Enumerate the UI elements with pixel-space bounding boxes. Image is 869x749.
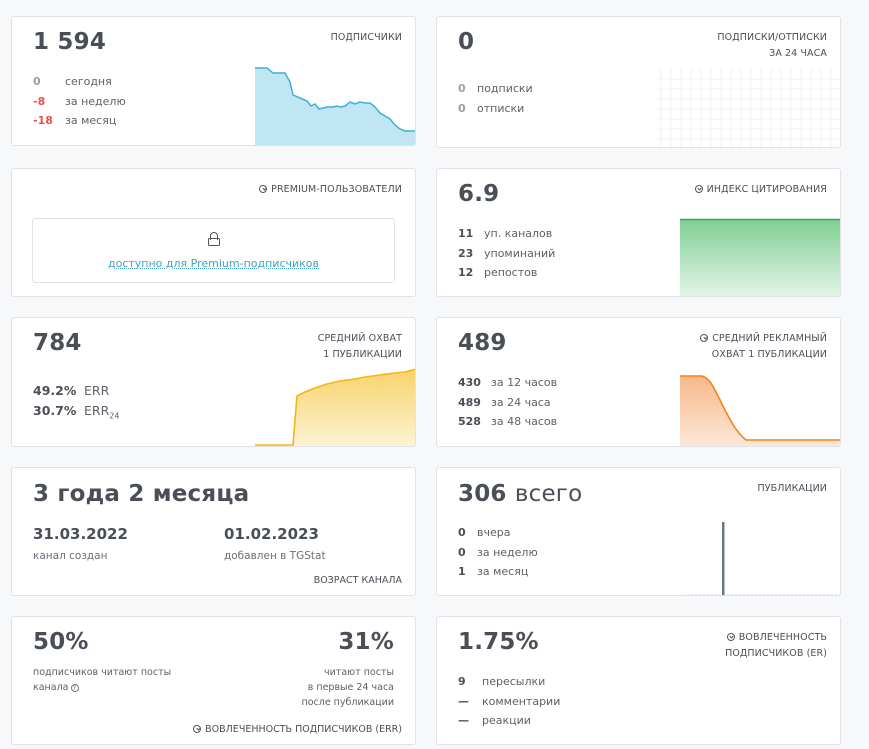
posts-card[interactable]: 306 всего ПУБЛИКАЦИИ 0 вчера 0 за неделю 1…	[436, 467, 841, 596]
stat-row-mentions: 23 упоминаний	[458, 246, 556, 260]
subs-24h-stats: 0 подписки 0 отписки	[458, 79, 533, 118]
subscribers-card[interactable]: 1 594 ПОДПИСЧИКИ 0 сегодня -8 за неделю -1…	[11, 16, 416, 146]
stat-row-month: -18 за месяц	[33, 114, 117, 128]
premium-link[interactable]: доступно для Premium-подписчиков	[108, 257, 319, 270]
ad-reach-chart	[680, 375, 840, 446]
er-value: 1.75%	[458, 629, 539, 655]
ad-reach-card[interactable]: 489 СРЕДНИЙ РЕКЛАМНЫЙ ОХВАТ 1 ПУБЛИКАЦИИ…	[436, 317, 841, 447]
er-header: ВОВЛЕЧЕННОСТЬ ПОДПИСЧИКОВ (ER)	[725, 632, 827, 659]
stat-row-month: 1 за месяц	[458, 565, 529, 579]
stat-row-12h: 430 за 12 часов	[458, 376, 558, 389]
ad-reach-value: 489	[458, 330, 507, 356]
premium-card[interactable]: PREMIUM-ПОЛЬЗОВАТЕЛИ доступно для Premiu…	[11, 168, 416, 297]
er-stats: 9 пересылки — комментарии — реакции	[458, 672, 560, 731]
stat-row-48h: 528 за 48 часов	[458, 415, 558, 429]
stat-row-subscribed: 0 подписки	[458, 82, 533, 95]
citation-header: ИНДЕКС ЦИТИРОВАНИЯ	[694, 182, 827, 198]
stat-row-err: 49.2% ERR	[33, 383, 110, 398]
citation-stats: 11 уп. каналов 23 упоминаний 12 репостов	[458, 224, 555, 283]
err-24h-text: читают посты в первые 24 часа после публ…	[301, 667, 395, 708]
info-icon	[726, 633, 735, 641]
citation-chart	[680, 218, 840, 296]
premium-locked-box[interactable]: доступно для Premium-подписчиков	[32, 218, 395, 283]
added-label: добавлен в TGStat	[224, 550, 326, 562]
stat-row-week: 0 за неделю	[458, 545, 538, 559]
posts-stats: 0 вчера 0 за неделю 1 за месяц	[458, 523, 538, 582]
stat-row-24h: 489 за 24 часа	[458, 395, 551, 409]
stat-row-err24: 30.7% ERR24	[33, 402, 120, 421]
info-icon	[700, 334, 709, 342]
subscribers-sparkline	[255, 67, 415, 145]
lock-icon	[208, 232, 220, 246]
added-date: 01.02.2023	[224, 525, 319, 543]
info-icon	[259, 185, 268, 193]
stat-row-channels: 11 уп. каналов	[458, 227, 553, 240]
reach-value: 784	[33, 330, 82, 356]
subs-24h-chart-grid	[657, 69, 840, 147]
citation-value: 6.9	[458, 181, 500, 207]
created-label: канал создан	[33, 550, 108, 562]
posts-header: ПУБЛИКАЦИИ	[757, 483, 827, 494]
err-value-read: 50%	[33, 629, 89, 655]
subscribers-header: ПОДПИСЧИКИ	[330, 32, 402, 43]
reach-stats: 49.2% ERR 30.7% ERR24	[33, 381, 119, 426]
age-value: 3 года 2 месяца	[33, 481, 250, 507]
info-icon	[694, 185, 703, 193]
stat-row-today: 0 сегодня	[33, 75, 112, 88]
reach-card[interactable]: 784 СРЕДНИЙ ОХВАТ 1 ПУБЛИКАЦИИ 49.2% ERR …	[11, 317, 416, 447]
info-icon	[193, 725, 202, 733]
posts-chart	[687, 522, 840, 595]
stat-row-forwards: 9 пересылки	[458, 675, 546, 688]
age-card[interactable]: 3 года 2 месяца 31.03.2022 канал создан …	[11, 467, 416, 596]
stat-row-yesterday: 0 вчера	[458, 526, 511, 539]
stat-row-unsubscribed: 0 отписки	[458, 101, 525, 115]
er-card[interactable]: 1.75% ВОВЛЕЧЕННОСТЬ ПОДПИСЧИКОВ (ER) 9 пе…	[436, 616, 841, 745]
subscribers-total: 1 594	[33, 29, 107, 55]
age-footer: ВОЗРАСТ КАНАЛА	[313, 575, 402, 586]
err-card[interactable]: 50% подписчиков читают посты канала? 31%…	[11, 616, 416, 745]
stat-row-reposts: 12 репостов	[458, 266, 538, 280]
stat-row-week: -8 за неделю	[33, 94, 126, 108]
created-date: 31.03.2022	[33, 525, 128, 543]
reach-header: СРЕДНИЙ ОХВАТ 1 ПУБЛИКАЦИИ	[317, 333, 402, 360]
help-icon[interactable]: ?	[70, 684, 79, 692]
err-footer: ВОВЛЕЧЕННОСТЬ ПОДПИСЧИКОВ (ERR)	[193, 724, 402, 735]
posts-value: 306 всего	[458, 481, 583, 507]
subs-24h-header: ПОДПИСКИ/ОТПИСКИ ЗА 24 ЧАСА	[717, 32, 827, 59]
stat-row-comments: — комментарии	[458, 694, 561, 708]
premium-header: PREMIUM-ПОЛЬЗОВАТЕЛИ	[259, 182, 402, 198]
reach-chart	[255, 368, 415, 446]
subs-24h-card[interactable]: 0 ПОДПИСКИ/ОТПИСКИ ЗА 24 ЧАСА 0 подписки …	[436, 16, 841, 148]
stat-row-reactions: — реакции	[458, 714, 531, 728]
err-read-text: подписчиков читают посты канала?	[33, 667, 172, 693]
citation-card[interactable]: 6.9 ИНДЕКС ЦИТИРОВАНИЯ 11 уп. каналов 23 у…	[436, 168, 841, 297]
ad-reach-stats: 430 за 12 часов 489 за 24 часа 528 за 48 ча…	[458, 373, 557, 432]
err-value-24h: 31%	[338, 629, 394, 655]
subs-24h-total: 0	[458, 29, 475, 55]
subscribers-stats: 0 сегодня -8 за неделю -18 за месяц	[33, 72, 126, 131]
ad-reach-header: СРЕДНИЙ РЕКЛАМНЫЙ ОХВАТ 1 ПУБЛИКАЦИИ	[700, 331, 827, 363]
